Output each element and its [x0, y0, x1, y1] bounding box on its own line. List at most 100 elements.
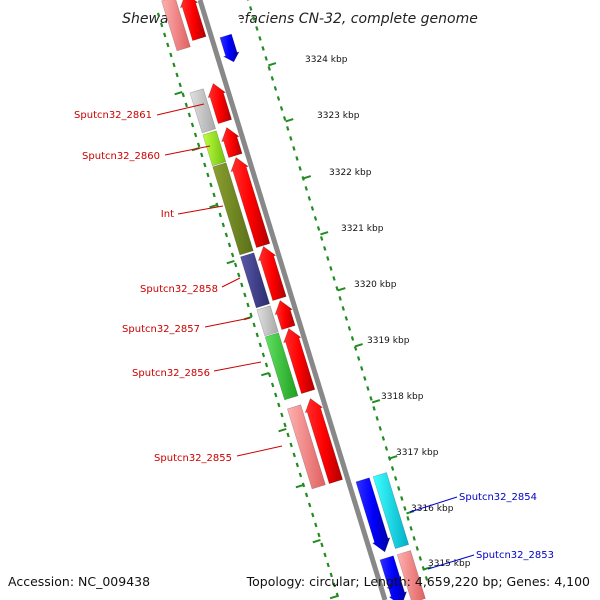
- right-tick-dot: [390, 466, 395, 471]
- right-tick-dot: [360, 366, 364, 371]
- right-tick-dot: [267, 66, 271, 71]
- major-tick: [320, 231, 329, 236]
- gene-arrow-reverse: [355, 477, 391, 553]
- gene-cog-box: [396, 550, 426, 600]
- gene-cog-box: [240, 252, 270, 309]
- right-tick-dot: [375, 416, 379, 421]
- left-tick-dot: [181, 92, 185, 98]
- right-tick-dot: [264, 56, 268, 61]
- kbp-label: 3318 kbp: [381, 392, 424, 402]
- right-tick-dot: [295, 156, 299, 161]
- gene-label-forward[interactable]: Sputcn32_2861: [74, 110, 152, 121]
- left-tick-dot: [233, 262, 238, 268]
- right-tick-dot: [341, 306, 345, 311]
- right-tick-dot: [323, 246, 327, 251]
- right-tick-dot: [381, 436, 385, 441]
- major-tick: [354, 343, 363, 348]
- kbp-label: 3319 kbp: [367, 336, 410, 346]
- right-tick-dot: [282, 116, 287, 121]
- gene-arrow-forward: [179, 0, 207, 41]
- left-tick-dot: [332, 582, 336, 588]
- major-tick: [278, 428, 287, 433]
- right-tick-dot: [424, 576, 429, 581]
- right-tick-dot: [412, 536, 416, 541]
- major-tick: [329, 595, 339, 600]
- kbp-label: 3321 kbp: [341, 224, 384, 234]
- right-tick-dot: [369, 396, 373, 401]
- gene-cog-box: [372, 472, 410, 550]
- label-leader-line: [164, 145, 211, 156]
- right-tick-dot: [329, 266, 333, 271]
- right-tick-dot: [338, 296, 342, 301]
- major-tick: [285, 118, 294, 123]
- left-tick-dot: [200, 152, 204, 158]
- gene-label-forward[interactable]: Sputcn32_2855: [154, 453, 232, 464]
- gene-arrow-reverse: [379, 555, 408, 600]
- left-tick-dot: [169, 52, 173, 58]
- right-tick-dot: [258, 36, 262, 41]
- left-tick-dot: [289, 442, 293, 448]
- left-tick-dot: [163, 32, 167, 38]
- right-tick-dot: [347, 326, 352, 331]
- left-tick-dot: [307, 502, 312, 508]
- kbp-label: 3322 kbp: [329, 168, 372, 178]
- left-tick-dot: [249, 312, 253, 318]
- right-tick-dot: [261, 46, 265, 51]
- right-tick-dot: [276, 96, 281, 101]
- kbp-label: 3324 kbp: [305, 55, 348, 65]
- left-tick-dot: [329, 572, 333, 578]
- label-leader-line: [236, 445, 283, 457]
- gene-cog-box: [212, 162, 254, 256]
- right-tick-dot: [292, 146, 296, 151]
- label-leader-line: [221, 277, 241, 288]
- major-tick: [174, 91, 183, 96]
- left-tick-dot: [209, 182, 213, 188]
- right-tick-dot: [335, 286, 339, 291]
- label-leader-line: [213, 361, 262, 372]
- gene-label-forward[interactable]: Sputcn32_2860: [82, 151, 160, 162]
- right-tick-dot: [406, 516, 410, 521]
- kbp-label: 3316 kbp: [411, 504, 454, 514]
- gene-cog-box: [256, 305, 279, 337]
- right-tick-dot: [273, 86, 278, 91]
- gene-cog-box: [286, 404, 326, 490]
- left-tick-dot: [159, 22, 164, 28]
- gene-cog-box: [264, 332, 299, 401]
- left-tick-dot: [178, 82, 182, 88]
- left-tick-dot: [184, 102, 188, 108]
- right-tick-dot: [326, 256, 330, 261]
- kbp-label: 3315 kbp: [428, 559, 471, 569]
- left-tick-dot: [304, 492, 309, 498]
- gene-label-forward[interactable]: Int: [161, 209, 174, 220]
- genome-strip: [156, 0, 432, 600]
- right-tick-dot: [332, 276, 336, 281]
- gene-cog-box: [202, 130, 227, 167]
- gene-arrow-forward: [274, 300, 296, 330]
- gene-arrow-forward: [304, 398, 343, 484]
- right-tick-dot: [313, 216, 318, 221]
- gene-arrow-forward: [230, 157, 271, 248]
- left-tick-dot: [237, 272, 241, 278]
- left-tick-dot: [224, 232, 229, 238]
- right-tick-dot: [418, 556, 422, 561]
- gene-arrow-forward: [283, 328, 316, 394]
- gene-label-forward[interactable]: Sputcn32_2857: [122, 324, 200, 335]
- right-tick-dot: [316, 226, 321, 231]
- right-tick-dot: [319, 236, 324, 241]
- gene-label-reverse[interactable]: Sputcn32_2853: [476, 550, 554, 561]
- right-tick-dot: [304, 186, 308, 191]
- left-tick-dot: [261, 352, 266, 358]
- gene-labels: 3324 kbp 3323 kbp 3322 kbp 3321 kbp 3320 kbp…: [74, 55, 554, 570]
- left-tick-dot: [264, 362, 269, 368]
- left-tick-dot: [323, 552, 327, 558]
- left-tick-dot: [326, 562, 330, 568]
- right-tick-dot: [384, 446, 389, 451]
- left-tick-dot: [283, 422, 287, 428]
- major-tick: [312, 539, 321, 544]
- left-tick-dot: [295, 462, 299, 468]
- right-tick-dot: [279, 106, 284, 111]
- gene-label-forward[interactable]: Sputcn32_2858: [140, 284, 218, 295]
- gene-label-forward[interactable]: Sputcn32_2856: [132, 368, 210, 379]
- kbp-label: 3323 kbp: [317, 111, 360, 121]
- gene-label-reverse[interactable]: Sputcn32_2854: [459, 492, 537, 503]
